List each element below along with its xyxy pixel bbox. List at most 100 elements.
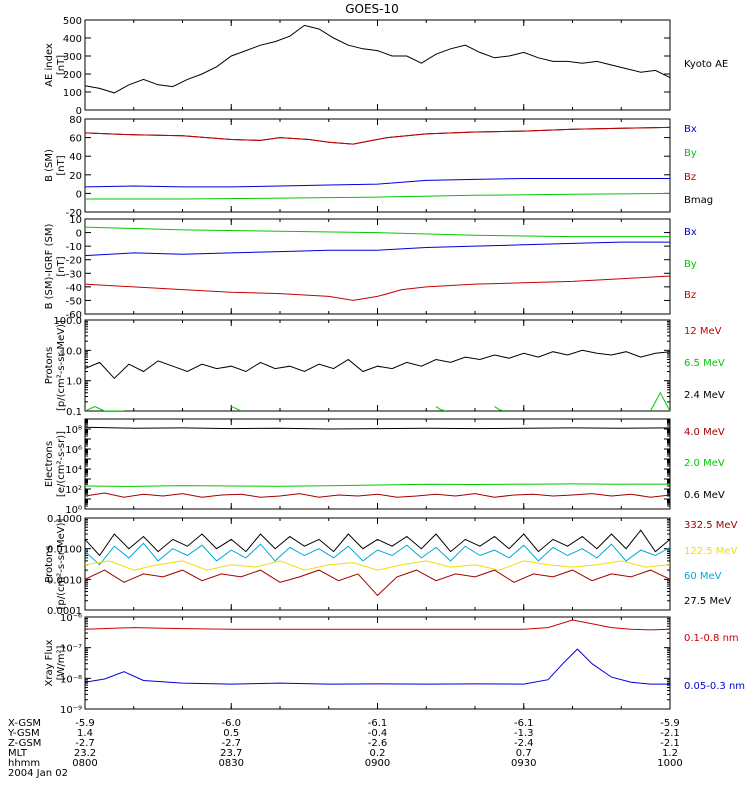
series-line-bx [85,241,670,257]
legend-entry: 4.0 MeV [684,427,725,438]
panel-frame [84,218,671,315]
y-axis-label: [p/(cm²-s-sr-MeV)] [56,320,67,411]
y-tick-label: -30 [66,269,82,280]
date-label: 2004 Jan 02 [8,768,68,779]
series-line-122-5-mev [85,560,670,571]
legend-entry: 2.4 MeV [684,390,725,401]
legend-entry: 12 MeV [684,326,722,337]
y-axis-label: [nT] [56,55,67,75]
x-tick-label: -2.4 [514,738,534,749]
y-axis-label: Protons [44,347,55,384]
series-group [85,619,670,685]
legend-entry: Bz [684,290,696,301]
series-line-60-mev [85,542,670,566]
y-tick-label: -60 [66,310,82,321]
y-tick-label: -20 [66,208,82,219]
legend-entry: 0.05-0.3 nm [684,681,745,692]
x-row-label: Z-GSM [8,738,41,749]
legend-entry: 60 MeV [684,571,722,582]
series-line-bz [85,275,670,301]
x-tick-label: 0900 [365,758,390,769]
series-group [85,529,670,597]
y-tick-label: 200 [63,70,82,81]
panel-5: 10⁰ 10² 10⁴ 10⁶ 10⁸ Electrons [e/(cm²-s-sr)] 4.… [44,418,725,516]
x-tick-label: -2.7 [75,738,95,749]
y-tick-label: 10⁻⁸ [60,674,82,685]
y-tick-label: 0 [76,229,82,240]
y-tick-label: 400 [63,34,82,45]
y-tick-label: 80 [69,115,82,126]
series-line-4-0-mev [85,492,670,498]
y-tick-label: 10⁻⁶ [60,613,82,624]
panel-4: 0.1 1.0 10.0 100.0 Protons [p/(cm²-s-sr-MeV)]… [44,316,725,418]
series-group [85,349,670,411]
series-line-kyoto-ae [85,24,670,94]
series-line-27-5-mev [85,529,670,557]
y-tick-label: 10⁸ [65,425,82,436]
y-tick-label: 100.0 [53,316,82,327]
legend-entry: 122.5 MeV [684,546,738,557]
x-tick-label: 1.2 [662,748,678,759]
y-axis-label: AE index [44,43,55,87]
y-tick-label: 0.1000 [47,514,82,525]
x-tick-label: -5.9 [75,718,95,729]
series-group [85,426,670,498]
x-row-label: MLT [8,748,28,759]
series-line-bz [85,126,670,145]
x-tick-label: -2.1 [660,738,680,749]
y-tick-label: 10⁰ [65,505,82,516]
x-tick-label: -2.6 [368,738,388,749]
panel-frame [84,19,671,111]
x-tick-label: 0.2 [370,748,386,759]
y-tick-label: 0.0010 [47,575,82,586]
y-tick-label: -20 [66,256,82,267]
legend-entry: 2.0 MeV [684,458,725,469]
series-group [85,226,670,301]
y-axis-label: [nT] [56,155,67,175]
legend-entry: By [684,148,697,159]
series-line-by [85,226,670,238]
y-tick-label: 1.0 [66,377,82,388]
y-tick-label: 10⁴ [65,465,82,476]
y-axis-label: Protons [44,545,55,582]
series-line-2-4-mev [85,349,670,380]
panel-6: 0.0001 0.0010 0.0100 0.1000 Protons [p/(cm²-s… [44,514,738,617]
series-line-6-5-mev [494,406,505,411]
series-group [85,126,670,200]
x-row-label: Y-GSM [7,728,40,739]
x-tick-label: -1.3 [514,728,534,739]
y-tick-label: 0 [76,106,82,117]
series-line-0-6-mev [85,426,670,430]
y-tick-label: 0.0001 [47,606,82,617]
series-line-6-5-mev [85,406,124,411]
y-tick-label: 40 [69,152,82,163]
panel-3: -60 -50 -40 -30 -20 -10 0 10 B (SM)-IGRF (SM) [nT… [44,215,697,321]
x-tick-label: -5.9 [660,718,680,729]
y-axis-label: [W/m²] [56,645,67,680]
panel-2: -20 0 20 40 60 80 B (SM) [nT] Bx By Bz Bmag [44,115,713,219]
series-line-6-5-mev [231,406,242,411]
x-tick-label: 0830 [219,758,244,769]
legend-entry: 6.5 MeV [684,358,725,369]
x-row-label: X-GSM [8,718,41,729]
series-line-6-5-mev [650,391,670,411]
series-line-332-5-mev [85,569,670,597]
series-line-bx [85,178,670,188]
y-axis-label: [nT] [56,256,67,276]
y-axis-label: [p/(cm²-s-sr-MeV)] [56,518,67,609]
y-tick-label: -10 [66,242,82,253]
y-tick-label: 20 [69,171,82,182]
panel-frame [84,319,671,412]
y-tick-label: 10⁶ [65,445,82,456]
y-axis-label: Xray Flux [44,639,55,686]
x-tick-label: 0800 [72,758,97,769]
x-tick-label: -6.1 [514,718,534,729]
panel-7: 10⁻⁹ 10⁻⁸ 10⁻⁷ 10⁻⁶ Xray Flux [W/m²] 0.1-0.8 n… [44,613,745,716]
y-tick-label: 10⁻⁷ [60,644,82,655]
legend-entry: Bx [684,124,697,135]
plot-title: GOES-10 [345,2,399,16]
y-tick-label: 10 [69,215,82,226]
